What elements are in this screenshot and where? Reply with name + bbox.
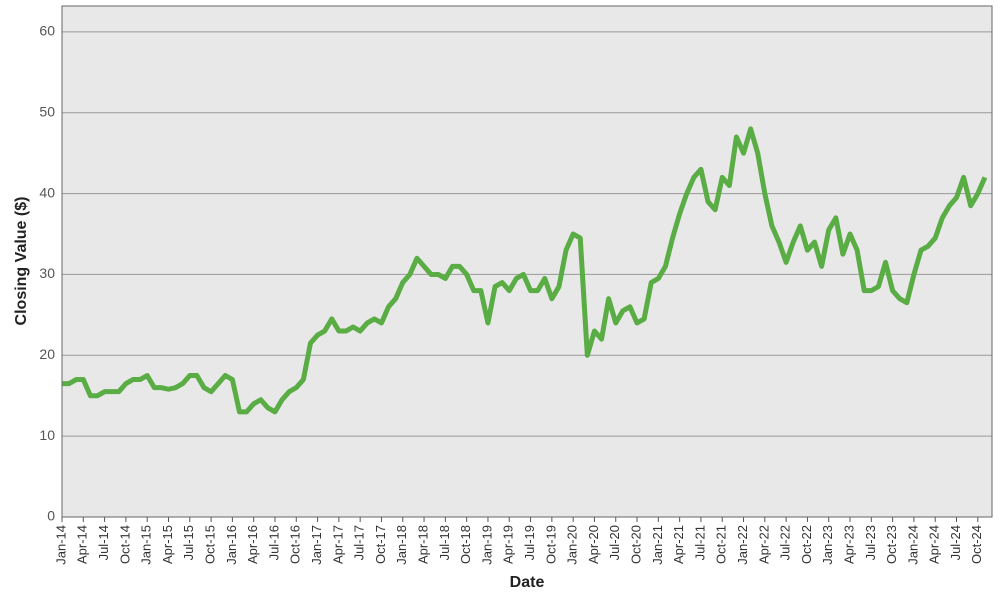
x-tick-label: Apr-19 bbox=[501, 525, 516, 564]
x-tick-label: Jan-22 bbox=[735, 525, 750, 565]
x-tick-label: Oct-22 bbox=[799, 525, 814, 564]
x-tick-label: Jul-18 bbox=[437, 525, 452, 560]
x-tick-label: Oct-18 bbox=[458, 525, 473, 564]
x-tick-label: Jul-20 bbox=[607, 525, 622, 560]
x-tick-label: Oct-17 bbox=[373, 525, 388, 564]
x-tick-label: Oct-16 bbox=[288, 525, 303, 564]
x-tick-label: Apr-20 bbox=[586, 525, 601, 564]
y-tick-label: 40 bbox=[39, 184, 55, 200]
x-tick-label: Jul-24 bbox=[948, 525, 963, 560]
x-tick-label: Oct-14 bbox=[117, 525, 132, 564]
x-tick-label: Jan-19 bbox=[479, 525, 494, 565]
x-tick-label: Oct-20 bbox=[628, 525, 643, 564]
x-tick-label: Jul-19 bbox=[522, 525, 537, 560]
x-tick-label: Apr-18 bbox=[415, 525, 430, 564]
x-tick-label: Jul-14 bbox=[96, 525, 111, 560]
y-tick-label: 20 bbox=[39, 346, 55, 362]
y-tick-label: 10 bbox=[39, 427, 55, 443]
x-tick-label: Apr-15 bbox=[160, 525, 175, 564]
x-tick-label: Oct-19 bbox=[543, 525, 558, 564]
data-line bbox=[62, 126, 988, 415]
x-tick-label: Jul-23 bbox=[863, 525, 878, 560]
x-tick-label: Jul-15 bbox=[181, 525, 196, 560]
x-tick-label: Jan-24 bbox=[905, 525, 920, 565]
y-tick-label: 50 bbox=[39, 103, 55, 119]
y-tick-label: 60 bbox=[39, 23, 55, 39]
x-tick-label: Jan-16 bbox=[224, 525, 239, 565]
x-tick-label: Apr-22 bbox=[756, 525, 771, 564]
x-tick-label: Jan-17 bbox=[309, 525, 324, 565]
plot-border bbox=[61, 5, 993, 518]
x-tick-label: Jul-21 bbox=[692, 525, 707, 560]
x-tick-label: Jul-16 bbox=[266, 525, 281, 560]
x-tick-label: Oct-24 bbox=[969, 525, 984, 564]
x-tick-label: Jul-17 bbox=[352, 525, 367, 560]
x-tick-label: Jan-18 bbox=[394, 525, 409, 565]
x-tick-label: Oct-23 bbox=[884, 525, 899, 564]
x-tick-label: Jan-23 bbox=[820, 525, 835, 565]
x-tick-label: Apr-21 bbox=[671, 525, 686, 564]
x-tick-label: Apr-14 bbox=[75, 525, 90, 564]
y-axis-title: Closing Value ($) bbox=[13, 197, 30, 326]
x-tick-label: Jan-15 bbox=[139, 525, 154, 565]
x-tick-label: Oct-21 bbox=[714, 525, 729, 564]
x-tick-label: Apr-24 bbox=[927, 525, 942, 564]
x-tick-label: Jul-22 bbox=[778, 525, 793, 560]
plot-area bbox=[62, 6, 992, 517]
x-tick-label: Apr-23 bbox=[841, 525, 856, 564]
x-tick-label: Oct-15 bbox=[203, 525, 218, 564]
y-tick-label: 30 bbox=[39, 265, 55, 281]
y-tick-label: 0 bbox=[47, 508, 55, 524]
x-tick-label: Jan-14 bbox=[53, 525, 68, 565]
x-tick-label: Jan-21 bbox=[650, 525, 665, 565]
x-tick-label: Apr-17 bbox=[330, 525, 345, 564]
x-axis-title: Date bbox=[510, 574, 545, 591]
x-tick-label: Jan-20 bbox=[565, 525, 580, 565]
x-tick-label: Apr-16 bbox=[245, 525, 260, 564]
